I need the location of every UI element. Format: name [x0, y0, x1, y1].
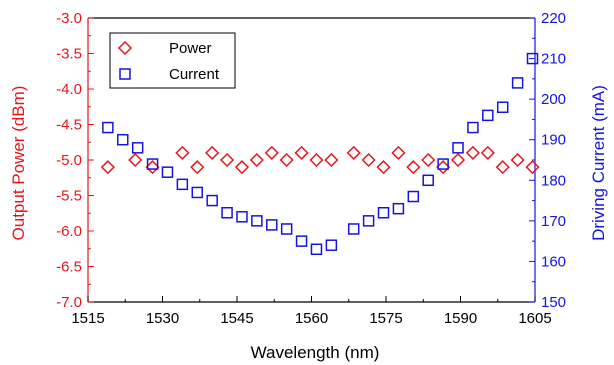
current-point: [251, 215, 263, 227]
x-tick-label: 1590: [444, 310, 477, 327]
legend-box: [109, 32, 236, 89]
power-point: [361, 152, 376, 168]
power-point: [309, 152, 324, 168]
power-point: [220, 152, 235, 168]
legend-item-current: Current: [119, 66, 220, 83]
power-point: [100, 160, 115, 175]
right-y-tick-label: 200: [541, 91, 566, 108]
right-y-tick-label: 220: [541, 10, 566, 27]
x-tick-label: 1515: [71, 310, 104, 327]
current-point: [221, 206, 233, 219]
right-y-tick-label: 170: [541, 213, 566, 230]
power-point: [391, 145, 406, 160]
power-point: [294, 145, 309, 160]
right-y-tick-label: 160: [541, 253, 566, 270]
power-point: [264, 145, 279, 160]
power-point: [525, 160, 540, 175]
right-y-axis-title: Driving Current (mA): [589, 85, 608, 241]
legend-current-label: Current: [169, 66, 220, 83]
current-point: [407, 190, 420, 203]
current-point: [467, 121, 479, 134]
left-y-tick-label: -6.0: [56, 223, 82, 240]
power-point: [450, 152, 466, 168]
current-point: [377, 206, 390, 219]
left-y-axis-title: Output Power (dBm): [9, 86, 28, 241]
power-point: [175, 145, 190, 160]
current-point: [482, 109, 494, 122]
current-point: [362, 215, 375, 227]
x-axis-title: Wavelength (nm): [251, 343, 380, 362]
power-point: [145, 160, 160, 175]
power-point: [421, 152, 436, 168]
current-point: [422, 174, 434, 187]
current-point: [526, 52, 539, 65]
left-y-tick-label: -7.0: [56, 294, 82, 311]
left-y-tick-label: -6.5: [56, 259, 82, 276]
current-point: [295, 235, 308, 247]
power-point: [190, 160, 205, 175]
legend-power-label: Power: [169, 40, 212, 57]
current-point: [102, 121, 114, 134]
power-point: [406, 160, 421, 175]
current-point: [511, 77, 524, 89]
current-point: [325, 239, 338, 251]
current-point: [176, 178, 189, 191]
current-point: [496, 101, 509, 114]
axes-layer: 1515 1530 1545 1560 1575 1590 1605 -7.0 -6.5 -6.0…: [56, 10, 566, 327]
marks-layer: [100, 52, 540, 256]
power-point: [279, 152, 294, 168]
current-point: [347, 223, 360, 235]
right-y-tick-label: 190: [541, 132, 566, 149]
power-point: [510, 152, 525, 168]
x-tick-label: 1530: [146, 310, 179, 327]
current-point: [236, 211, 248, 223]
legend: Power Current: [109, 32, 236, 89]
left-y-tick-label: -4.5: [56, 117, 82, 134]
current-point: [146, 158, 159, 170]
left-y-tick-label: -3.5: [56, 46, 82, 63]
power-point: [495, 160, 510, 175]
left-y-tick-label: -5.0: [56, 152, 82, 169]
x-tick-label: 1575: [369, 310, 402, 327]
power-point: [436, 160, 451, 175]
power-point: [234, 160, 250, 175]
current-point: [191, 186, 204, 199]
power-point: [324, 152, 339, 168]
power-point: [205, 145, 220, 160]
current-point: [161, 166, 174, 178]
x-tick-label: 1605: [518, 310, 551, 327]
current-point: [206, 194, 218, 207]
current-point: [280, 223, 293, 235]
power-point: [465, 145, 480, 160]
power-point: [346, 145, 361, 160]
current-point: [117, 133, 129, 146]
right-y-tick-label: 210: [541, 51, 566, 68]
current-point: [392, 202, 405, 215]
x-tick-label: 1545: [220, 310, 253, 327]
right-y-tick-label: 180: [541, 172, 566, 189]
power-point: [128, 152, 143, 168]
power-point: [480, 145, 495, 160]
current-point: [437, 158, 449, 170]
current-point: [310, 243, 323, 256]
power-point: [376, 160, 391, 175]
legend-current-square-icon: [119, 68, 131, 80]
current-point: [452, 142, 464, 154]
x-tick-label: 1560: [295, 310, 328, 327]
right-y-tick-label: 150: [541, 294, 566, 311]
current-point: [266, 219, 278, 231]
legend-power-diamond-icon: [117, 40, 133, 56]
left-y-tick-label: -4.0: [56, 81, 82, 98]
legend-item-power: Power: [117, 40, 212, 57]
left-y-tick-label: -5.5: [56, 188, 82, 205]
current-point: [131, 142, 144, 154]
power-point: [249, 152, 264, 168]
left-y-tick-label: -3.0: [56, 10, 82, 27]
